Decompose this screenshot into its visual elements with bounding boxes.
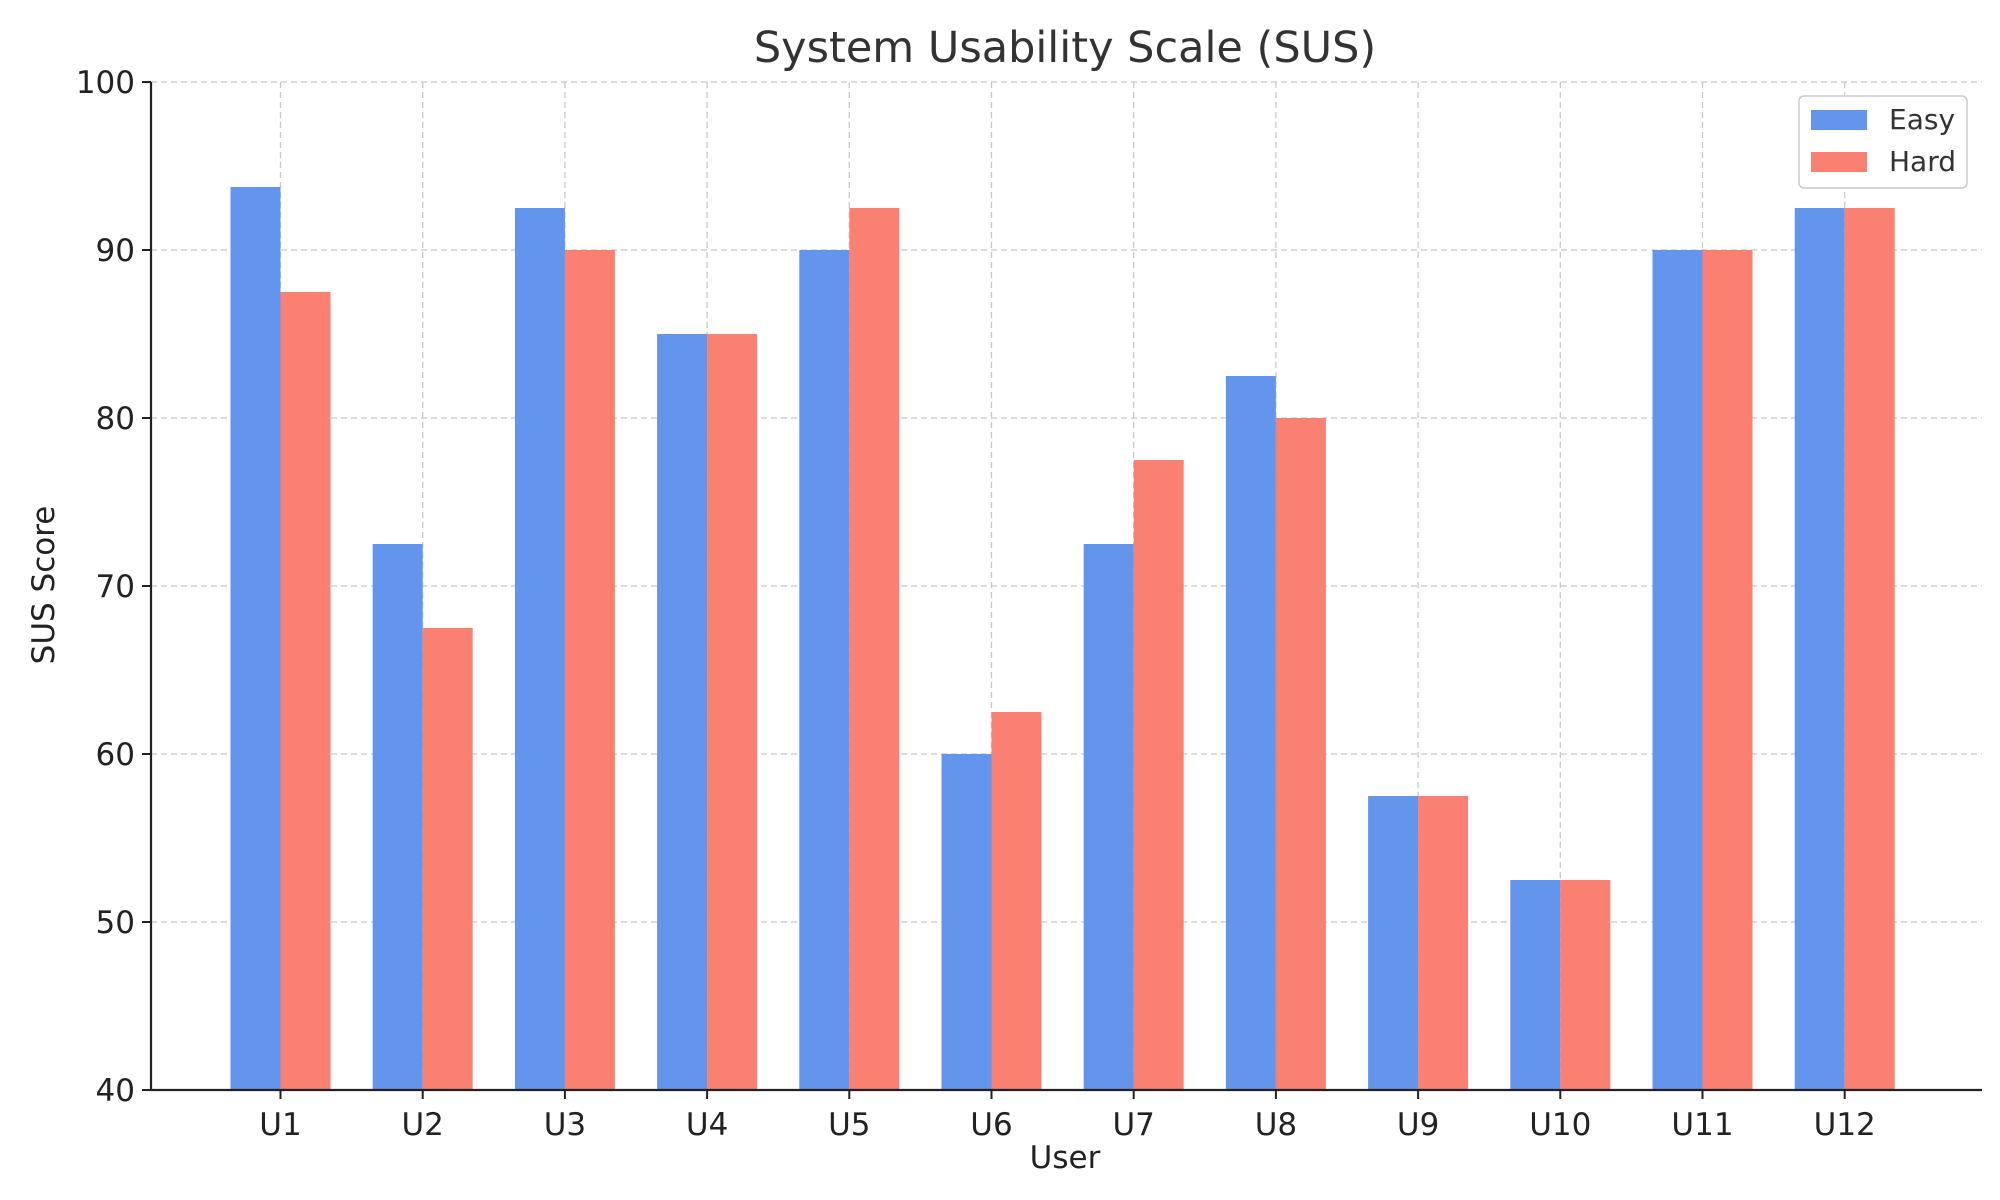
bar-easy-u3 [514, 208, 565, 1090]
bar-easy-u10 [1510, 880, 1561, 1090]
y-tick-label: 90 [96, 233, 135, 269]
legend-swatch-hard [1811, 152, 1867, 172]
bar-hard-u8 [1275, 418, 1326, 1090]
bar-easy-u8 [1225, 376, 1276, 1090]
y-tick-label: 100 [76, 65, 135, 101]
legend: Easy Hard [1798, 95, 1968, 189]
chart-title: System Usability Scale (SUS) [754, 23, 1376, 73]
x-tick-label: U3 [544, 1107, 586, 1143]
x-tick-label: U7 [1112, 1107, 1154, 1143]
x-tick-label: U8 [1255, 1107, 1297, 1143]
y-tick-label: 80 [96, 401, 135, 437]
bar-hard-u7 [1133, 460, 1184, 1090]
bar-easy-u1 [230, 187, 281, 1090]
y-axis-label: SUS Score [26, 506, 62, 665]
bar-hard-u11 [1702, 250, 1753, 1090]
x-tick-label: U5 [828, 1107, 870, 1143]
legend-label-hard: Hard [1889, 145, 1956, 178]
bar-easy-u7 [1083, 544, 1134, 1090]
bar-easy-u2 [372, 544, 423, 1090]
bar-hard-u6 [991, 712, 1042, 1090]
bar-easy-u5 [799, 250, 850, 1090]
x-tick-label: U1 [259, 1107, 301, 1143]
y-tick-label: 60 [96, 737, 135, 773]
y-tick-label: 50 [96, 905, 135, 941]
bar-easy-u9 [1368, 796, 1419, 1090]
bar-hard-u3 [564, 250, 615, 1090]
bar-hard-u1 [280, 292, 331, 1090]
legend-swatch-easy [1811, 110, 1867, 130]
bar-hard-u2 [422, 628, 473, 1090]
bar-hard-u12 [1844, 208, 1895, 1090]
x-tick-label: U11 [1671, 1107, 1733, 1143]
x-tick-label: U6 [970, 1107, 1012, 1143]
x-axis-label: User [1030, 1140, 1101, 1176]
bar-easy-u6 [941, 754, 992, 1090]
x-tick-label: U9 [1397, 1107, 1439, 1143]
bar-hard-u4 [707, 334, 758, 1090]
x-tick-label: U4 [686, 1107, 728, 1143]
bar-hard-u9 [1418, 796, 1469, 1090]
y-tick-label: 40 [96, 1073, 135, 1109]
bar-easy-u12 [1794, 208, 1845, 1090]
x-tick-label: U12 [1814, 1107, 1876, 1143]
legend-label-easy: Easy [1889, 103, 1955, 136]
x-tick-label: U10 [1529, 1107, 1591, 1143]
x-tick-label: U2 [401, 1107, 443, 1143]
bar-easy-u11 [1652, 250, 1703, 1090]
y-tick-label: 70 [96, 569, 135, 605]
bar-hard-u10 [1560, 880, 1611, 1090]
bar-hard-u5 [849, 208, 900, 1090]
ticks: 40 50 60 70 80 90 100 U1 U2 U3 U4 U5 U6 U7 U8 U9 U10 U11 U… [76, 65, 1876, 1143]
bar-easy-u4 [657, 334, 708, 1090]
bars [230, 187, 1895, 1090]
